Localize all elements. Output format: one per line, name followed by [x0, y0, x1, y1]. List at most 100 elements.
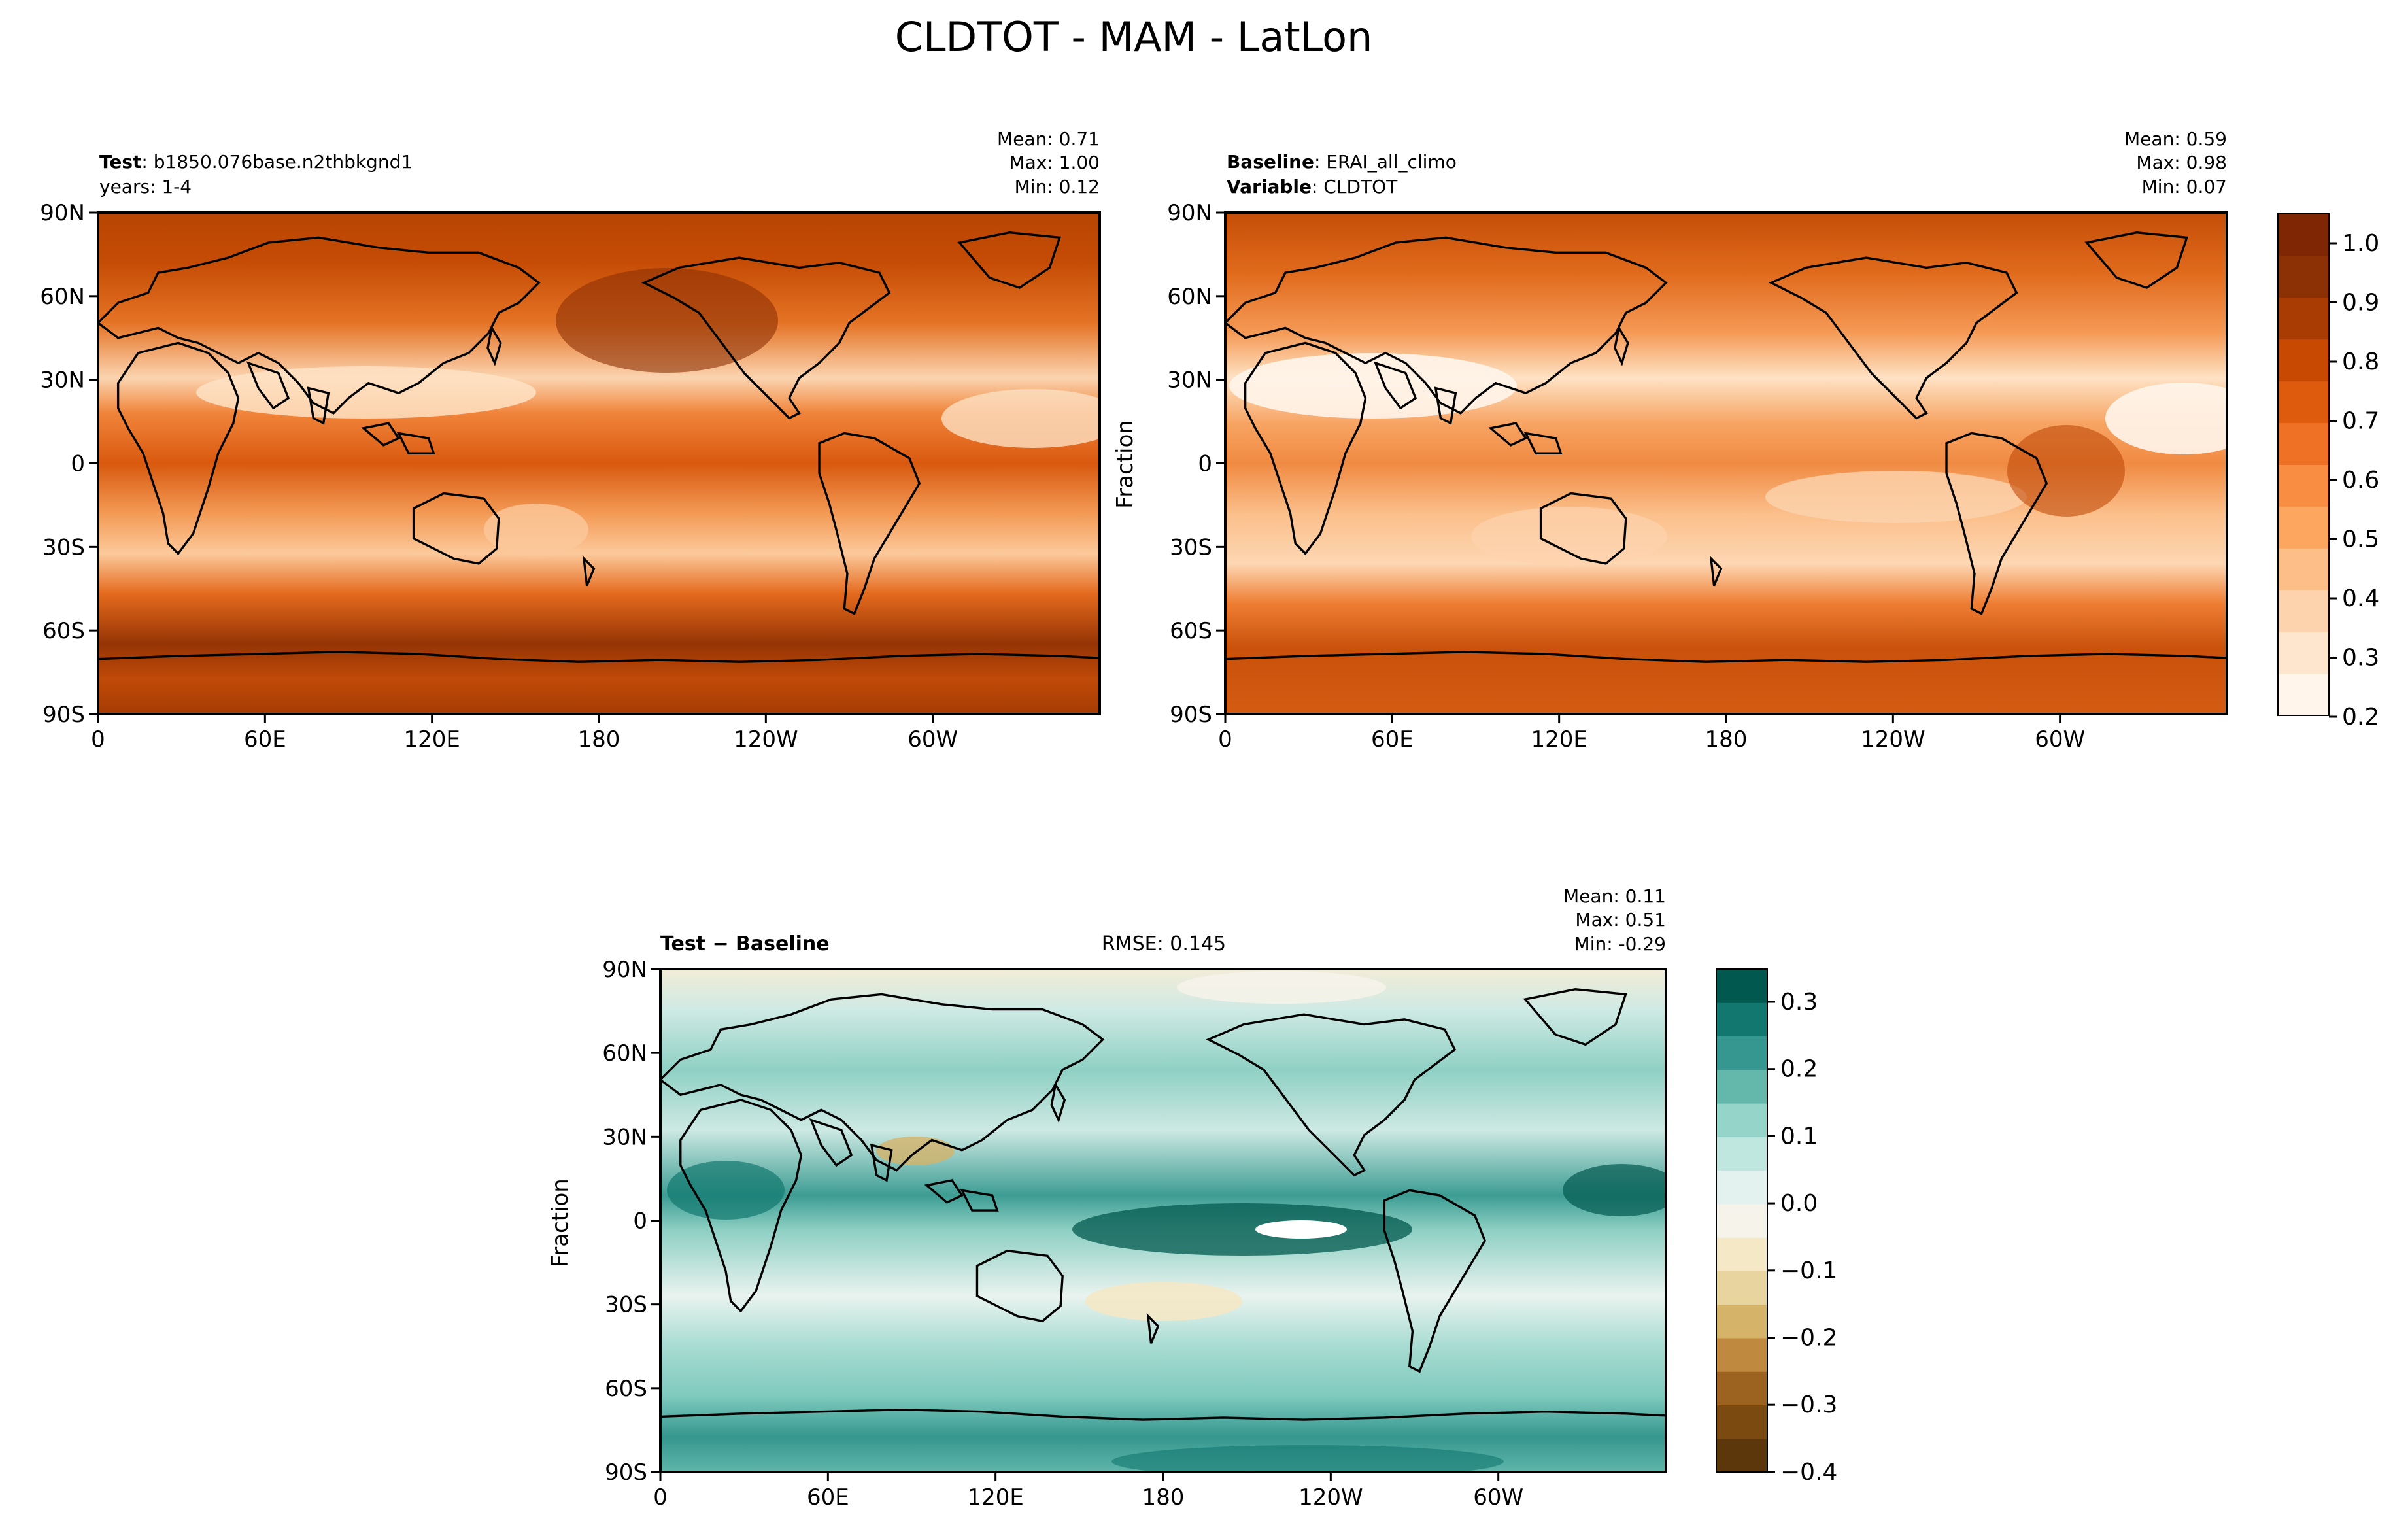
colorbar-band — [1716, 969, 1767, 1003]
baseline-mean: Mean: 0.59 — [2124, 128, 2227, 150]
colorbar-band — [1716, 1304, 1767, 1339]
diff-colorbar-fill — [1716, 969, 1767, 1473]
colorbar-tick-label: 0.5 — [2342, 526, 2379, 553]
lat-tick-label: 90N — [602, 957, 647, 983]
colorbar-tick-label: 0.3 — [2342, 645, 2379, 672]
lat-tick-label: 0 — [71, 451, 85, 477]
lat-tick-label: 0 — [1198, 451, 1212, 477]
lon-tick-label: 0 — [91, 727, 105, 753]
colorbar-band — [1716, 1438, 1767, 1473]
lat-tick-label: 60N — [602, 1040, 647, 1067]
test-lon-axis: 0 60E 120E 180 120W 60W — [91, 714, 958, 753]
test-map — [98, 213, 1100, 714]
lat-tick-label: 30N — [1167, 368, 1212, 394]
lon-tick-label: 180 — [1705, 727, 1748, 753]
variable-label: Variable — [1227, 176, 1312, 197]
colorbar-tick-label: 0.3 — [1780, 989, 1818, 1016]
test-min: Min: 0.12 — [1015, 176, 1100, 197]
colorbar-tick-label: 0.9 — [2342, 290, 2379, 317]
test-max: Max: 1.00 — [1009, 152, 1100, 173]
baseline-min: Min: 0.07 — [2142, 176, 2227, 197]
lat-tick-label: 90N — [1167, 200, 1212, 226]
diff-panel: Test − Baseline RMSE: 0.145 Mean: 0.11 M… — [547, 885, 1667, 1511]
lon-tick-label: 120W — [1861, 727, 1925, 753]
lon-tick-label: 120E — [1531, 727, 1587, 753]
main-colorbar-frame — [2277, 213, 2330, 716]
colorbar-tick-label: −0.2 — [1780, 1325, 1837, 1352]
colorbar-band — [2278, 464, 2329, 507]
colorbar-band — [1716, 1069, 1767, 1104]
colorbar-band — [1716, 1271, 1767, 1305]
colorbar-tick-label: 0.4 — [2342, 585, 2379, 612]
test-mean: Mean: 0.71 — [997, 128, 1100, 150]
baseline-label: Baseline — [1227, 151, 1314, 173]
colorbar-tick-label: 0.7 — [2342, 408, 2379, 435]
lat-tick-label: 90N — [40, 200, 85, 226]
colorbar-band — [1716, 1036, 1767, 1070]
colorbar-tick-label: −0.4 — [1780, 1459, 1837, 1486]
lon-tick-label: 120E — [967, 1484, 1023, 1511]
colorbar-tick-label: 0.2 — [1780, 1056, 1818, 1083]
variable-name: : CLDTOT — [1312, 176, 1398, 197]
baseline-ylabel: Fraction — [1112, 420, 1138, 509]
lat-tick-label: 30N — [602, 1124, 647, 1150]
diff-colorbar-frame — [1716, 968, 1768, 1473]
lat-tick-label: 30S — [1170, 534, 1212, 560]
lat-tick-label: 60S — [1170, 618, 1212, 644]
figure-title: CLDTOT - MAM - LatLon — [895, 13, 1373, 61]
colorbar-tick-label: 0.2 — [2342, 704, 2379, 730]
colorbar-band — [2278, 214, 2329, 256]
lat-tick-label: 30N — [40, 368, 85, 394]
test-lat-axis: 90N 60N 30N 0 30S 60S 90S — [40, 200, 98, 728]
colorbar-band — [2278, 674, 2329, 716]
lon-tick-label: 120W — [734, 727, 798, 753]
baseline-header-line1: Baseline: ERAI_all_climo — [1227, 151, 1457, 173]
lon-tick-label: 0 — [653, 1484, 668, 1511]
colorbar-band — [2278, 297, 2329, 340]
colorbar-tick-label: 0.6 — [2342, 467, 2379, 494]
lon-tick-label: 60W — [2035, 727, 2085, 753]
lon-tick-label: 60E — [244, 727, 286, 753]
colorbar-band — [1716, 1170, 1767, 1205]
diff-ylabel: Fraction — [547, 1178, 573, 1267]
colorbar-band — [2278, 381, 2329, 424]
test-panel: Test: b1850.076base.n2thbkgnd1 years: 1-… — [40, 128, 1101, 753]
lon-tick-label: 180 — [1142, 1484, 1185, 1511]
lat-tick-label: 90S — [605, 1460, 647, 1486]
test-label: Test — [99, 151, 141, 173]
lat-tick-label: 0 — [633, 1208, 647, 1235]
diff-rmse: RMSE: 0.145 — [1102, 933, 1226, 955]
lon-tick-label: 60W — [907, 727, 958, 753]
lon-tick-label: 60E — [1371, 727, 1414, 753]
colorbar-band — [1716, 1137, 1767, 1171]
colorbar-band — [1716, 1405, 1767, 1439]
colorbar-tick-label: 0.1 — [1780, 1123, 1818, 1150]
diff-min: Min: -0.29 — [1574, 933, 1666, 955]
baseline-lat-axis: 90N 60N 30N 0 30S 60S 90S — [1167, 200, 1225, 728]
colorbar-band — [2278, 590, 2329, 632]
main-colorbar-ticks: 1.0 0.9 0.8 0.7 0.6 0.5 0.4 0.3 0.2 — [2329, 230, 2379, 730]
lon-tick-label: 0 — [1218, 727, 1232, 753]
lon-tick-label: 120W — [1298, 1484, 1363, 1511]
test-case-name: : b1850.076base.n2thbkgnd1 — [141, 151, 413, 173]
lat-tick-label: 90S — [1170, 702, 1212, 728]
colorbar-tick-label: −0.1 — [1780, 1258, 1837, 1284]
lat-tick-label: 90S — [42, 702, 85, 728]
colorbar-band — [1716, 1337, 1767, 1372]
diff-colorbar-ticks: 0.3 0.2 0.1 0.0 −0.1 −0.2 −0.3 −0.4 — [1767, 989, 1837, 1486]
diff-map — [660, 969, 1666, 1472]
lat-tick-label: 60N — [40, 284, 85, 310]
baseline-header-line2: Variable: CLDTOT — [1227, 176, 1398, 197]
lon-tick-label: 180 — [578, 727, 620, 753]
lon-tick-label: 120E — [403, 727, 460, 753]
diff-lat-axis: 90N 60N 30N 0 30S 60S 90S — [602, 957, 660, 1486]
diff-lon-axis: 0 60E 120E 180 120W 60W — [653, 1472, 1523, 1511]
lon-tick-label: 60E — [807, 1484, 849, 1511]
diff-max: Max: 0.51 — [1575, 909, 1666, 931]
colorbar-tick-label: 0.0 — [1780, 1190, 1818, 1217]
main-colorbar: 1.0 0.9 0.8 0.7 0.6 0.5 0.4 0.3 0.2 — [2277, 213, 2379, 730]
lat-tick-label: 60S — [42, 618, 85, 644]
colorbar-tick-label: 0.8 — [2342, 349, 2379, 375]
main-colorbar-fill — [2278, 214, 2329, 716]
diff-mean: Mean: 0.11 — [1563, 885, 1666, 907]
